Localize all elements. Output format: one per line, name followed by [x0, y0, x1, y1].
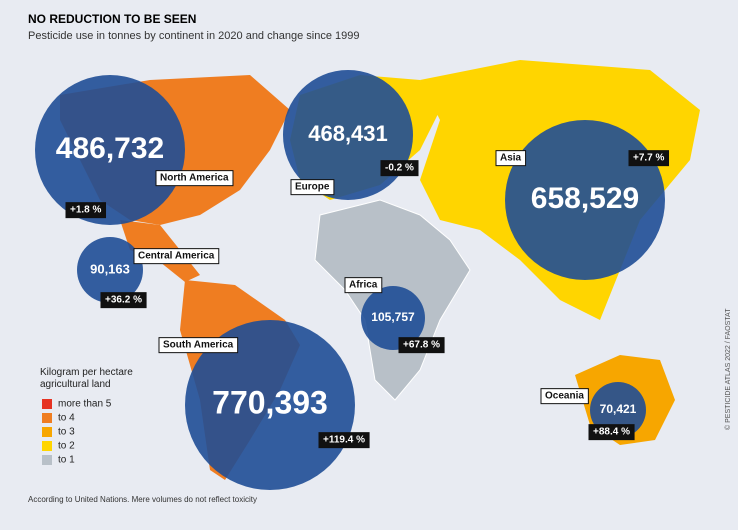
change-label-group: +36.2 %: [100, 292, 147, 309]
change-label-box: [588, 424, 635, 441]
volume-bubble: [35, 75, 185, 225]
region-name-box: [344, 277, 383, 294]
region-name-group: North America: [155, 170, 234, 187]
title: NO REDUCTION TO BE SEEN: [28, 12, 196, 26]
change-label-box: [65, 202, 107, 219]
change-label-box: [398, 337, 445, 354]
note: According to United Nations. Mere volume…: [28, 495, 257, 504]
volume-value: 70,421: [600, 402, 637, 416]
region-name-group: Oceania: [540, 388, 589, 405]
legend-swatch: [42, 441, 52, 451]
change-label: +119.4 %: [323, 435, 365, 446]
region-name-group: Central America: [133, 248, 220, 265]
region-name: South America: [163, 340, 234, 351]
change-label-box: [100, 292, 147, 309]
region-name-group: South America: [158, 337, 239, 354]
volume-bubble: [590, 382, 646, 438]
change-label: +36.2 %: [105, 295, 142, 306]
region-name: Asia: [500, 153, 522, 164]
legend-swatch: [42, 413, 52, 423]
change-label-group: +67.8 %: [398, 337, 445, 354]
change-label-box: [628, 150, 670, 167]
region-name-box: [540, 388, 589, 405]
volume-bubble: [77, 237, 143, 303]
legend-label: to 4: [58, 413, 75, 424]
change-label: -0.2 %: [385, 163, 414, 174]
change-label-box: [380, 160, 419, 177]
legend-swatch: [42, 427, 52, 437]
volume-value: 105,757: [371, 310, 415, 324]
region-name: Europe: [295, 182, 330, 193]
region-name-box: [133, 248, 220, 265]
volume-value: 486,732: [56, 132, 164, 165]
volume-bubble: [361, 286, 425, 350]
change-label-group: +119.4 %: [318, 432, 370, 449]
legend-label: more than 5: [58, 399, 112, 410]
legend-title-line: Kilogram per hectare: [40, 367, 133, 378]
subtitle: Pesticide use in tonnes by continent in …: [28, 30, 359, 42]
region-name-box: [495, 150, 527, 167]
volume-value: 468,431: [308, 121, 388, 146]
change-label-group: +1.8 %: [65, 202, 107, 219]
change-label-group: +88.4 %: [588, 424, 635, 441]
region-name-group: Europe: [290, 179, 335, 196]
volume-value: 658,529: [531, 182, 639, 215]
legend-label: to 1: [58, 455, 75, 466]
change-label-box: [318, 432, 370, 449]
volume-bubble: [185, 320, 355, 490]
legend-swatch: [42, 455, 52, 465]
change-label-group: -0.2 %: [380, 160, 419, 177]
credit: © PESTICIDE ATLAS 2022 / FAOSTAT: [724, 308, 732, 430]
change-label: +67.8 %: [403, 340, 440, 351]
legend-label: to 2: [58, 441, 75, 452]
change-label: +1.8 %: [70, 205, 102, 216]
region-name-group: Asia: [495, 150, 527, 167]
change-label: +7.7 %: [633, 153, 665, 164]
legend-swatch: [42, 399, 52, 409]
legend-title: Kilogram per hectare agricultural land: [40, 367, 133, 390]
change-label: +88.4 %: [593, 427, 630, 438]
region-name-box: [158, 337, 239, 354]
region-name: Africa: [349, 280, 378, 291]
region-name-group: Africa: [344, 277, 383, 294]
region-name-box: [290, 179, 335, 196]
region-name-box: [155, 170, 234, 187]
volume-value: 90,163: [90, 261, 130, 276]
region-name: North America: [160, 173, 229, 184]
volume-value: 770,393: [212, 384, 328, 420]
region-name: Central America: [138, 251, 215, 262]
volume-bubble: [505, 120, 665, 280]
region-name: Oceania: [545, 391, 584, 402]
legend-title-line: agricultural land: [40, 379, 111, 390]
legend-label: to 3: [58, 427, 75, 438]
change-label-group: +7.7 %: [628, 150, 670, 167]
